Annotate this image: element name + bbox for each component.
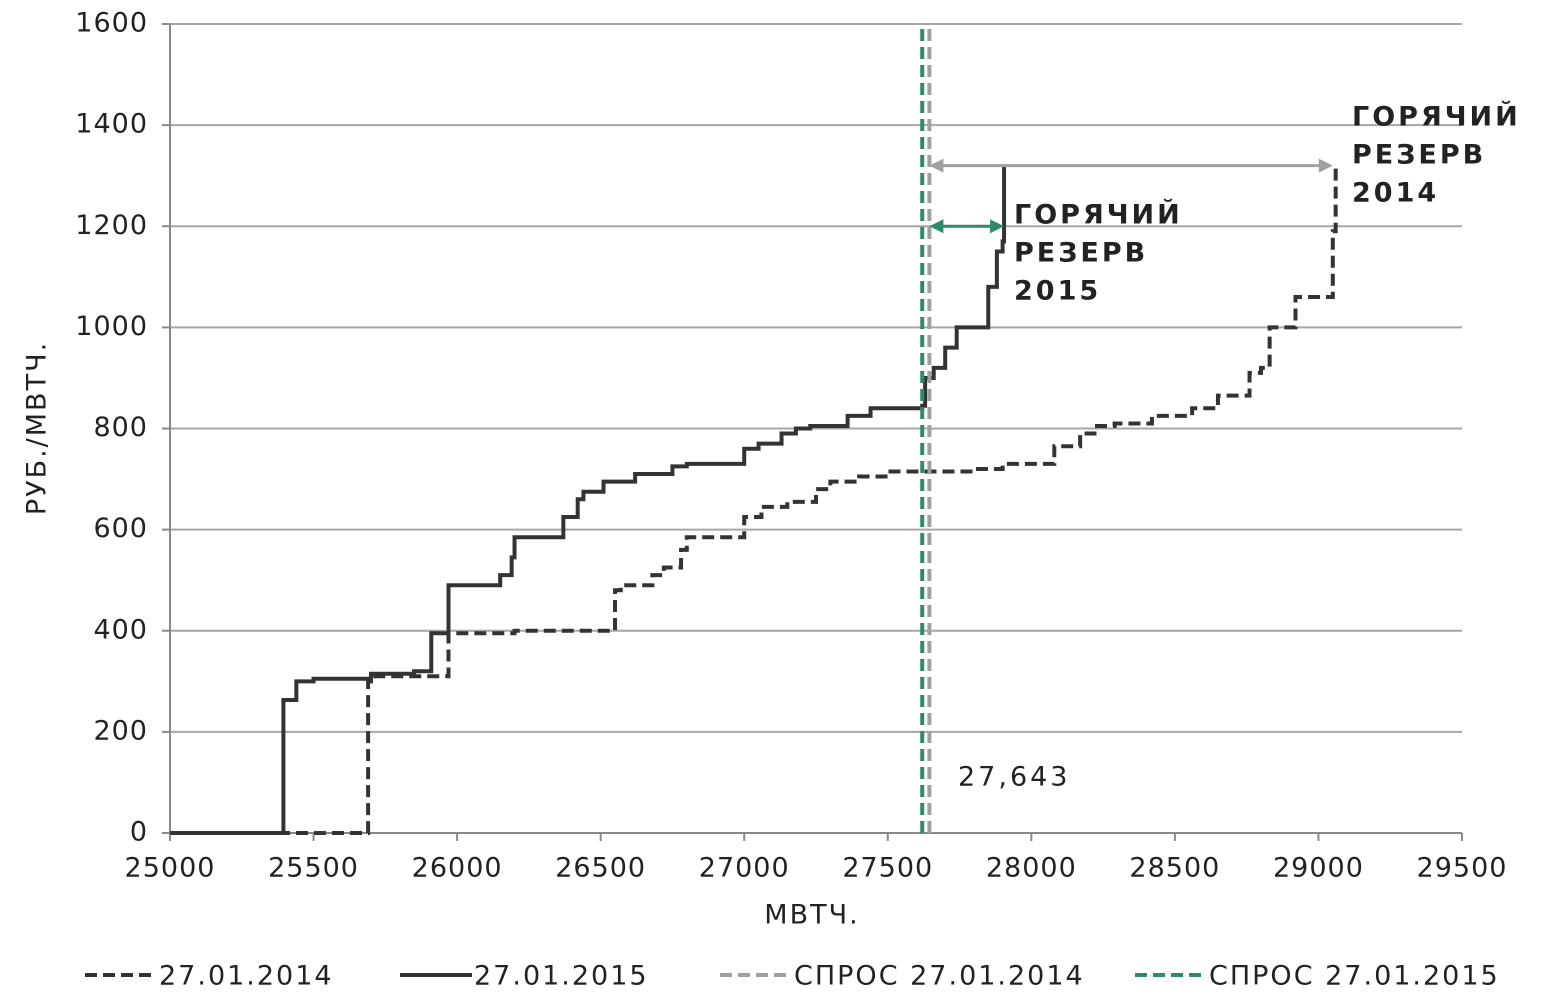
legend-label: 27.01.2015 xyxy=(474,961,649,992)
annotation: ГОРЯЧИЙ xyxy=(1352,101,1521,133)
x-tick-label: 28500 xyxy=(1129,853,1220,884)
y-tick-label: 800 xyxy=(93,412,148,443)
annotation: 2014 xyxy=(1352,178,1439,209)
x-tick-label: 29000 xyxy=(1273,853,1364,884)
x-tick-label: 25000 xyxy=(125,853,216,884)
x-axis-label: МВТЧ. xyxy=(764,900,859,931)
series-line xyxy=(170,165,1338,835)
y-tick-label: 1600 xyxy=(75,8,148,39)
x-tick-label: 29500 xyxy=(1417,853,1508,884)
legend-label: СПРОС 27.01.2014 xyxy=(794,961,1085,992)
series-line xyxy=(170,165,1007,835)
x-tick-label: 27500 xyxy=(842,853,933,884)
y-tick-label: 1000 xyxy=(75,311,148,342)
annotation: РЕЗЕРВ xyxy=(1014,238,1148,269)
x-tick-label: 28000 xyxy=(986,853,1077,884)
legend-label: 27.01.2014 xyxy=(159,961,334,992)
arrow-head xyxy=(929,158,944,173)
arrow-head xyxy=(1318,158,1333,173)
arrow-head xyxy=(990,219,1005,234)
x-tick-label: 26500 xyxy=(555,853,646,884)
annotation: 2015 xyxy=(1014,276,1101,307)
annotation: РЕЗЕРВ xyxy=(1352,140,1486,171)
y-axis-label: РУБ./МВТЧ. xyxy=(22,341,53,515)
arrow-head xyxy=(929,219,944,234)
y-tick-label: 600 xyxy=(93,513,148,544)
annotation: ГОРЯЧИЙ xyxy=(1014,199,1183,231)
x-tick-label: 27000 xyxy=(699,853,790,884)
y-tick-label: 400 xyxy=(93,614,148,645)
legend-label: СПРОС 27.01.2015 xyxy=(1209,961,1500,992)
y-tick-label: 1200 xyxy=(75,210,148,241)
y-tick-label: 200 xyxy=(93,715,148,746)
x-tick-label: 26000 xyxy=(412,853,503,884)
x-tick-label: 25500 xyxy=(268,853,359,884)
y-tick-label: 1400 xyxy=(75,109,148,140)
y-tick-label: 0 xyxy=(130,817,148,848)
annotation: 27,643 xyxy=(958,762,1070,793)
